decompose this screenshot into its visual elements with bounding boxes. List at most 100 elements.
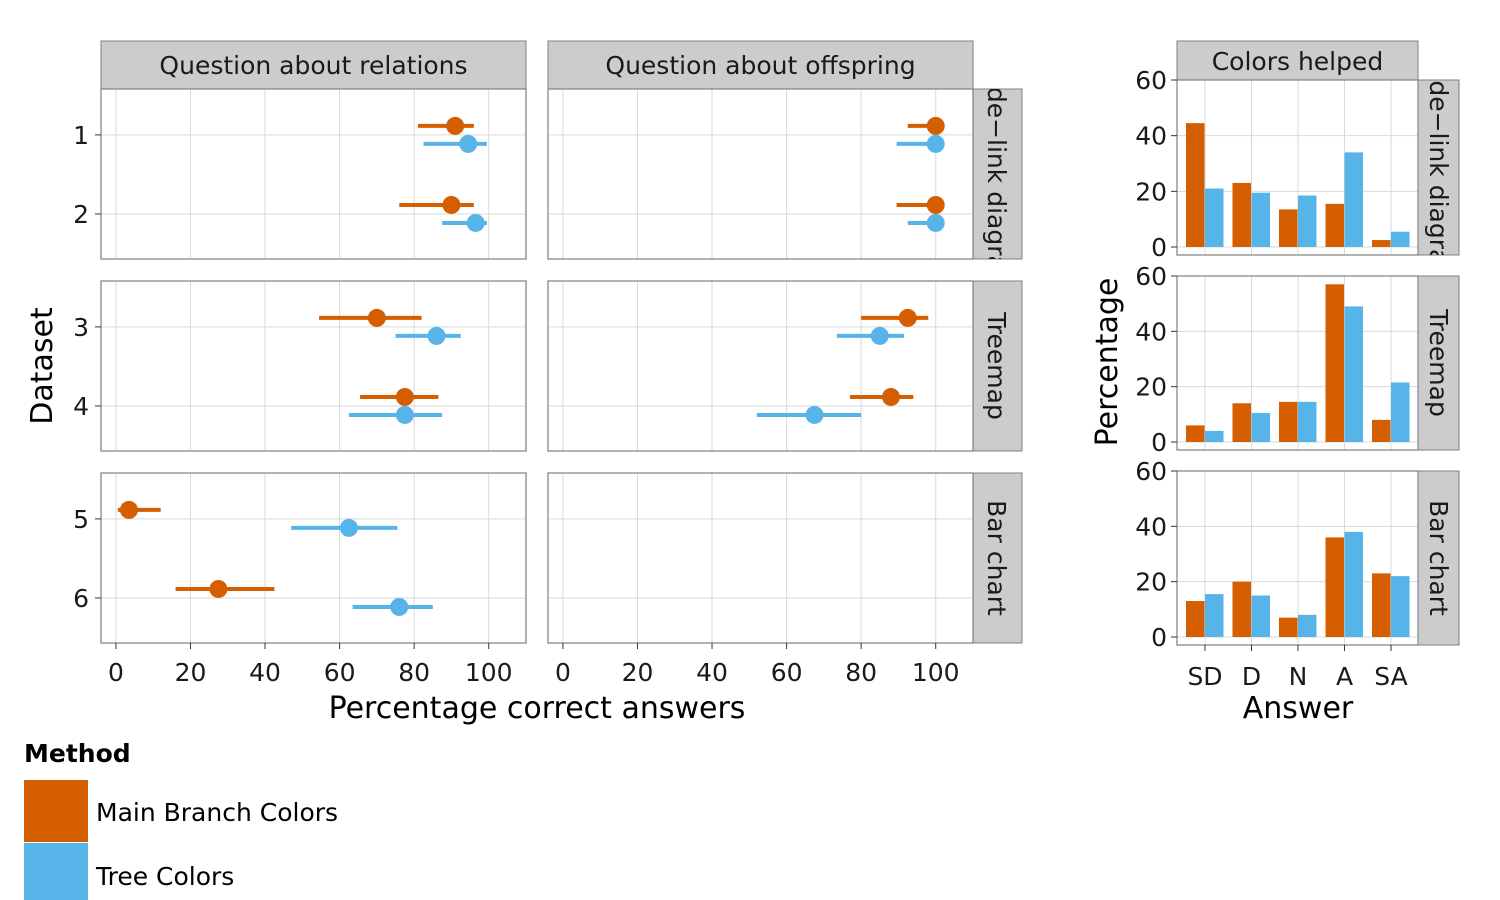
bar-bar-chart-sd-main-branch-colors	[1186, 601, 1205, 637]
bar-bar-chart-a-main-branch-colors	[1325, 537, 1344, 637]
x-tick-label-0: 0	[108, 658, 124, 687]
point-dataset-1-main-branch-colors	[926, 116, 945, 135]
panel-background	[101, 281, 526, 451]
panel-border	[100, 472, 527, 644]
bar-y-tick-label-40: 40	[1135, 317, 1167, 346]
bar-bar-chart-sa-main-branch-colors	[1372, 573, 1391, 637]
panel-question-about-offspring-bar-chart: 0 20 40 60 80 100	[547, 472, 974, 687]
bar-y-tick-label-0: 0	[1151, 623, 1167, 652]
bar-node-link-diagram-a-main-branch-colors	[1325, 203, 1344, 247]
bar-panel-treemap: 0 20 40 60	[1135, 262, 1419, 457]
panel-background	[548, 281, 973, 451]
bar-strip-row-bar-chart	[1417, 470, 1460, 646]
strip-row-label-wrap: Node−link diagram	[982, 89, 1011, 259]
bar-node-link-diagram-a-tree-colors	[1344, 152, 1363, 247]
x-tick-label-80: 80	[845, 658, 877, 687]
bar-y-tick-label-60: 60	[1135, 66, 1167, 95]
legend-key-main-branch-colors	[24, 780, 88, 842]
y-tick-label-dataset-2: 2	[73, 200, 89, 229]
bar-y-tick-label-0: 0	[1151, 233, 1167, 262]
bar-strip-row-label-node-link-diagram: Node−link diagram	[1424, 46, 1453, 288]
bar-panel-bar-chart: 0 20 40 60 SD D N A SA	[1135, 457, 1419, 691]
point-dataset-2-tree-colors	[926, 213, 945, 232]
bar-treemap-sa-tree-colors	[1391, 382, 1410, 442]
point-dataset-4-tree-colors	[395, 405, 414, 424]
x-tick-label-100: 100	[912, 658, 960, 687]
bar-x-tick-label-sa: SA	[1374, 662, 1407, 691]
legend-key-tree-colors	[24, 843, 88, 900]
bar-strip-row-node-link-diagram	[1417, 79, 1460, 256]
panel-border	[100, 280, 527, 452]
x-tick-label-60: 60	[771, 658, 803, 687]
point-dataset-2-main-branch-colors	[926, 195, 945, 214]
bar-node-link-diagram-n-tree-colors	[1298, 195, 1317, 247]
point-dataset-1-tree-colors	[926, 134, 945, 153]
bar-chart-y-axis-title: Percentage	[1090, 278, 1125, 447]
bar-bar-chart-n-tree-colors	[1298, 614, 1317, 637]
panel-border	[547, 472, 974, 644]
point-dataset-1-tree-colors	[459, 134, 478, 153]
legend: Method Main Branch Colors Tree Colors	[24, 739, 338, 900]
bar-strip-row-label-bar-chart: Bar chart	[1424, 500, 1453, 616]
point-dataset-3-tree-colors	[870, 326, 889, 345]
y-tick-label-dataset-5: 5	[73, 505, 89, 534]
legend-label-tree-colors: Tree Colors	[95, 862, 234, 891]
legend-title: Method	[24, 739, 131, 768]
bar-treemap-n-tree-colors	[1298, 401, 1317, 442]
bar-strip-row-label-treemap: Treemap	[1424, 308, 1453, 417]
point-dataset-6-main-branch-colors	[209, 579, 228, 598]
bar-strip-row-label-wrap: Node−link diagram	[1424, 46, 1453, 288]
x-tick-label-40: 40	[249, 658, 281, 687]
bar-node-link-diagram-n-main-branch-colors	[1279, 209, 1298, 247]
bar-treemap-sd-main-branch-colors	[1186, 425, 1205, 442]
strip-row-node-link-diagram	[972, 88, 1023, 260]
strip-row-treemap	[972, 280, 1023, 452]
x-tick-label-20: 20	[175, 658, 207, 687]
bar-bar-chart-a-tree-colors	[1344, 531, 1363, 637]
panel-background	[548, 89, 973, 259]
bar-chart-panels: Colors helped 0 20 40 60 Node−link diagram 0 20…	[1135, 40, 1460, 691]
point-dataset-2-main-branch-colors	[442, 195, 461, 214]
dot-plot-y-axis-title: Dataset	[25, 307, 60, 425]
strip-column-label-question-about-relations: Question about relations	[159, 51, 467, 80]
point-dataset-4-main-branch-colors	[881, 387, 900, 406]
panel-question-about-relations-node-link-diagram: 12	[73, 88, 527, 260]
y-tick-label-dataset-4: 4	[73, 392, 89, 421]
point-dataset-5-main-branch-colors	[119, 500, 138, 519]
point-dataset-5-tree-colors	[339, 518, 358, 537]
bar-x-tick-label-a: A	[1336, 662, 1353, 691]
bar-x-tick-label-n: N	[1289, 662, 1308, 691]
bar-bar-chart-d-main-branch-colors	[1232, 581, 1251, 637]
bar-node-link-diagram-d-main-branch-colors	[1232, 182, 1251, 247]
bar-treemap-a-tree-colors	[1344, 306, 1363, 442]
strip-row-label-treemap: Treemap	[982, 311, 1011, 420]
dot-plot-panels: Question about relations Question about o…	[73, 40, 1023, 687]
bar-y-tick-label-60: 60	[1135, 457, 1167, 486]
bar-treemap-sd-tree-colors	[1205, 430, 1224, 442]
bar-bar-chart-n-main-branch-colors	[1279, 617, 1298, 637]
point-dataset-2-tree-colors	[466, 213, 485, 232]
bar-chart-title: Colors helped	[1212, 47, 1384, 76]
bar-y-tick-label-60: 60	[1135, 262, 1167, 291]
point-dataset-4-main-branch-colors	[395, 387, 414, 406]
strip-row-label-wrap: Bar chart	[982, 500, 1011, 616]
bar-node-link-diagram-sd-main-branch-colors	[1186, 123, 1205, 247]
bar-chart-title-strip	[1176, 40, 1419, 81]
panel-question-about-offspring-treemap	[547, 280, 974, 452]
point-dataset-3-tree-colors	[427, 326, 446, 345]
bar-y-tick-label-40: 40	[1135, 122, 1167, 151]
bar-bar-chart-d-tree-colors	[1251, 595, 1270, 637]
bar-node-link-diagram-sa-main-branch-colors	[1372, 240, 1391, 247]
bar-x-tick-label-sd: SD	[1187, 662, 1222, 691]
x-tick-label-100: 100	[465, 658, 513, 687]
bar-y-tick-label-20: 20	[1135, 373, 1167, 402]
x-tick-label-20: 20	[622, 658, 654, 687]
legend-label-main-branch-colors: Main Branch Colors	[96, 798, 338, 827]
panel-background	[548, 473, 973, 643]
point-dataset-3-main-branch-colors	[898, 308, 917, 327]
strip-column-label-question-about-offspring: Question about offspring	[605, 51, 915, 80]
bar-treemap-d-tree-colors	[1251, 412, 1270, 442]
strip-row-label-bar-chart: Bar chart	[982, 500, 1011, 616]
bar-panel-node-link-diagram: 0 20 40 60	[1135, 66, 1419, 262]
panel-background	[101, 89, 526, 259]
